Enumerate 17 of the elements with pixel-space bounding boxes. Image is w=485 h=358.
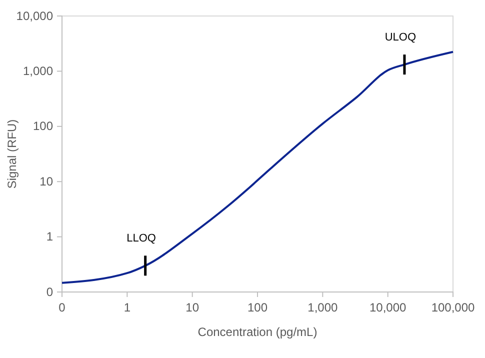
y-tick-label: 100 xyxy=(32,119,54,134)
x-tick-label: 0 xyxy=(58,300,66,315)
y-axis-title: Signal (RFU) xyxy=(5,119,19,189)
x-tick-label: 100 xyxy=(247,300,268,315)
x-tick-label: 10 xyxy=(186,300,200,315)
x-tick-label: 1 xyxy=(124,300,131,315)
x-tick-label: 10,000 xyxy=(369,300,407,315)
y-tick-label: 10 xyxy=(40,174,54,188)
x-tick-label: 1,000 xyxy=(308,300,338,315)
y-tick-label: 1,000 xyxy=(22,64,54,78)
y-tick-label: 0 xyxy=(46,284,54,299)
annotation: LLOQ xyxy=(126,232,156,245)
annotation: ULOQ xyxy=(384,32,416,44)
y-tick-label: 1 xyxy=(46,230,54,244)
x-axis-title: Concentration (pg/mL) xyxy=(198,325,318,339)
x-tick-label: 100,000 xyxy=(431,300,476,315)
y-tick-label: 10,000 xyxy=(16,8,54,23)
